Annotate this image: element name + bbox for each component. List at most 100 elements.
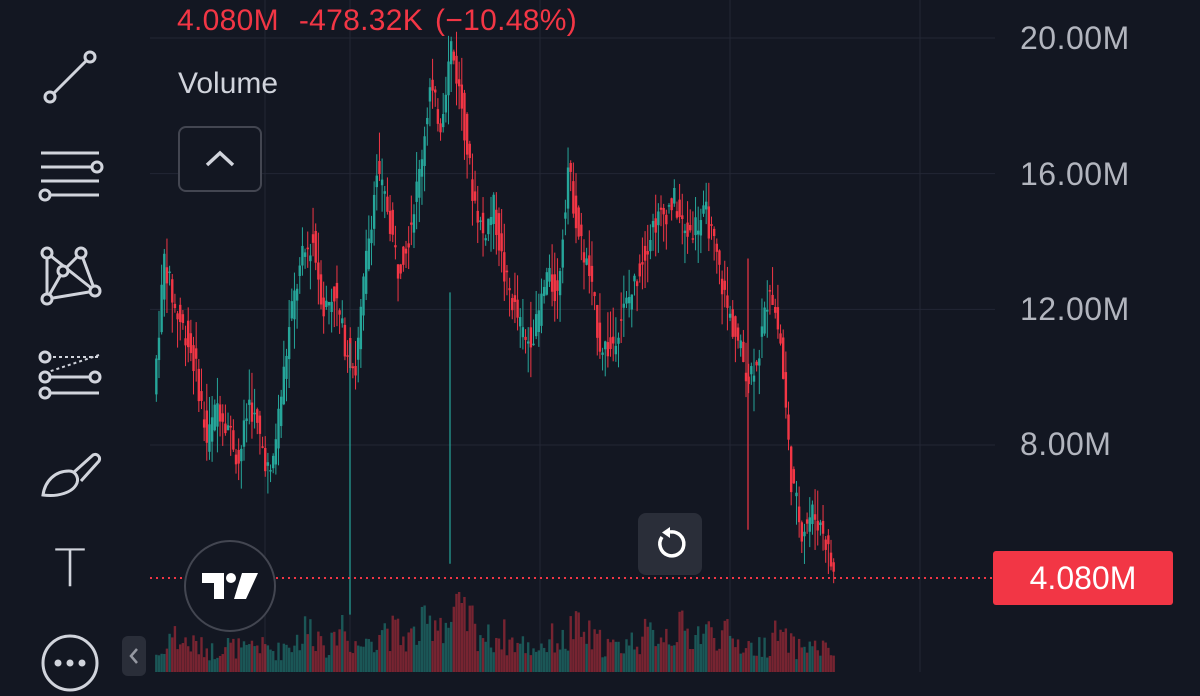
volume-bar [189, 651, 193, 672]
candle-body [351, 366, 355, 369]
candle-body [434, 89, 437, 93]
candle-body [803, 531, 806, 537]
pattern-tool[interactable] [30, 240, 110, 310]
candle-body [606, 342, 610, 357]
volume-bar [171, 637, 174, 672]
candle-body [210, 417, 214, 442]
volume-bar [205, 648, 208, 672]
brush-tool[interactable] [30, 438, 110, 508]
volume-bar [394, 619, 397, 672]
volume-bar [484, 641, 487, 672]
volume-bar [301, 643, 304, 672]
candle-body [200, 391, 203, 401]
candle-body [792, 469, 796, 484]
volume-bar [428, 615, 432, 672]
text-tool[interactable]: T [30, 534, 110, 604]
candle-body [750, 366, 753, 375]
volume-bar [303, 616, 307, 672]
candle-body [192, 345, 195, 372]
candle-body [654, 218, 657, 233]
volume-bar [261, 637, 264, 672]
volume-bar [476, 651, 479, 672]
volume-bar [253, 646, 256, 672]
volume-bar [282, 643, 286, 672]
scroll-left-button[interactable] [122, 636, 146, 676]
reset-chart-button[interactable] [638, 513, 702, 575]
candle-body [330, 301, 333, 313]
brush-icon [41, 453, 101, 497]
candle-body [457, 79, 461, 87]
candle-body [566, 167, 570, 209]
text-tool-icon: T [54, 539, 86, 599]
candle-body [569, 162, 572, 172]
volume-bar [295, 634, 299, 672]
prediction-tool[interactable] [30, 338, 110, 408]
volume-bar [330, 632, 333, 672]
trend-line-tool[interactable] [30, 42, 110, 112]
last-value-tag: 4.080M [993, 551, 1173, 605]
candle-body [659, 207, 663, 210]
candle-body [266, 462, 270, 466]
volume-bar [768, 656, 772, 672]
chevron-up-icon [205, 150, 235, 167]
volume-bar [471, 605, 474, 672]
candle-body [282, 366, 286, 405]
candle-body [683, 230, 687, 234]
volume-bar [287, 647, 291, 672]
chart-pane[interactable] [150, 0, 995, 672]
volume-bar [187, 646, 190, 672]
volume-bar [659, 637, 663, 672]
price-scale[interactable]: 20.00M 16.00M 12.00M 8.00M [995, 0, 1200, 672]
candle-body [649, 239, 652, 252]
volume-bar [285, 644, 288, 672]
volume-bar [436, 630, 440, 672]
indicator-name[interactable]: Volume [178, 67, 279, 100]
volume-bar [245, 644, 248, 672]
candle-body [720, 278, 724, 295]
horizontal-lines-tool[interactable] [30, 142, 110, 212]
volume-bar [449, 621, 453, 672]
candle-body [821, 520, 825, 534]
volume-bar [827, 647, 830, 672]
tradingview-logo[interactable] [184, 540, 276, 632]
volume-bar [797, 638, 801, 672]
volume-bar [803, 646, 806, 672]
volume-bar [782, 631, 785, 672]
candle-body [617, 337, 620, 344]
volume-bar [545, 652, 548, 672]
candle-body [476, 210, 479, 223]
more-tools-button[interactable] [30, 626, 110, 696]
volume-bar [774, 620, 777, 672]
candle-body [824, 539, 827, 550]
legend-change: -478.32K [298, 4, 424, 37]
candle-body [731, 309, 734, 337]
volume-bar [314, 651, 317, 672]
candle-body [436, 109, 440, 124]
candle-body [171, 279, 174, 303]
candle-body [667, 205, 671, 207]
volume-bar [710, 627, 713, 672]
candle-body [710, 224, 713, 226]
candle-body [492, 194, 495, 224]
candle-body [582, 252, 586, 263]
candle-body [322, 297, 325, 317]
candle-body [439, 123, 442, 133]
volume-bar [157, 655, 161, 672]
candle-body [495, 209, 498, 235]
collapse-legend-button[interactable] [178, 126, 262, 192]
candle-body [593, 292, 596, 297]
volume-bar [744, 648, 748, 672]
candle-body [782, 337, 785, 379]
volume-chart[interactable] [150, 0, 995, 672]
candle-body [513, 295, 517, 302]
candle-body [380, 179, 384, 186]
candle-body [497, 213, 501, 251]
candle-body [431, 79, 434, 91]
candle-body [580, 224, 583, 237]
candle-body [527, 341, 530, 344]
candle-body [229, 425, 232, 428]
volume-bar [194, 641, 198, 672]
candle-body [651, 221, 655, 228]
volume-bar [792, 636, 796, 672]
volume-bar [736, 639, 740, 672]
